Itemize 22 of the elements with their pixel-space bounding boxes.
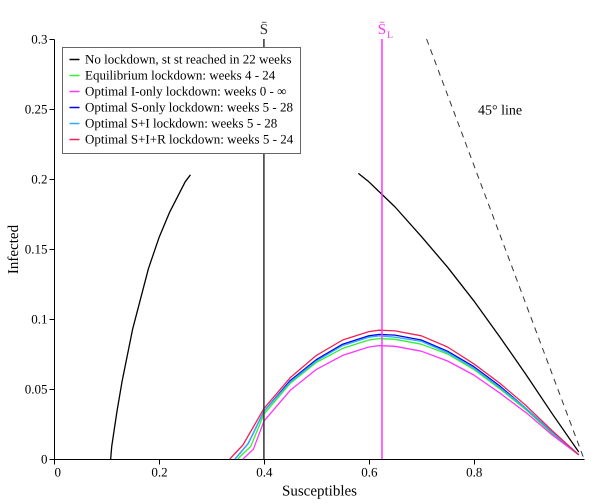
x-tick-label: 0 <box>54 464 61 480</box>
x-axis-title: Susceptibles <box>282 484 358 500</box>
y-tick-label: 0.05 <box>24 382 48 396</box>
y-tick-label: 0.1 <box>31 312 48 326</box>
y-tick-label: 0.2 <box>31 172 48 186</box>
annotation: 45° line <box>478 103 522 118</box>
y-tick-label: 0.15 <box>24 242 48 256</box>
legend-label: Optimal S+I+R lockdown: weeks 5 - 24 <box>85 132 294 146</box>
y-axis-title: Infected <box>6 224 22 274</box>
ref-line-label: S̄ <box>260 21 268 38</box>
x-tick-label: 0.6 <box>361 464 378 480</box>
x-tick-label: 0.8 <box>466 464 482 480</box>
legend-label: Optimal I-only lockdown: weeks 0 - ∞ <box>85 84 286 98</box>
legend-label: No lockdown, st st reached in 22 weeks <box>85 52 292 66</box>
legend-label: Optimal S-only lockdown: weeks 5 - 28 <box>85 100 293 114</box>
legend-label: Equilibrium lockdown: weeks 4 - 24 <box>85 68 276 82</box>
y-tick-label: 0.3 <box>31 32 48 46</box>
x-tick-label: 0.4 <box>256 464 274 480</box>
y-tick-label: 0.25 <box>24 102 48 116</box>
x-tick-label: 0.2 <box>151 464 168 480</box>
y-tick-label: 0 <box>41 452 48 466</box>
legend-label: Optimal S+I lockdown: weeks 5 - 28 <box>85 116 278 130</box>
